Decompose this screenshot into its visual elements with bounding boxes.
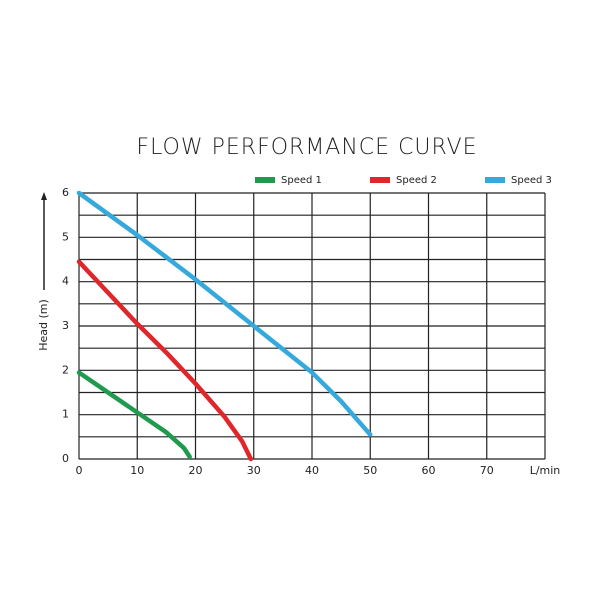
x-tick-label: 40 bbox=[305, 464, 319, 477]
x-tick-label: 0 bbox=[76, 464, 83, 477]
x-tick-label: 20 bbox=[189, 464, 203, 477]
legend-swatch bbox=[370, 177, 390, 183]
y-tick-label: 1 bbox=[62, 408, 69, 421]
legend-label: Speed 3 bbox=[511, 175, 552, 186]
y-arrow-head bbox=[41, 192, 47, 200]
legend-label: Speed 2 bbox=[396, 175, 437, 186]
y-tick-label: 5 bbox=[62, 230, 69, 243]
series-line bbox=[76, 370, 192, 460]
y-tick-label: 6 bbox=[62, 186, 69, 199]
series-line bbox=[76, 190, 373, 437]
x-tick-label: 60 bbox=[422, 464, 436, 477]
x-tick-label: 70 bbox=[480, 464, 494, 477]
x-tick-label: 50 bbox=[363, 464, 377, 477]
chart-title: FLOW PERFORMANCE CURVE bbox=[136, 135, 477, 160]
y-tick-label: 4 bbox=[62, 275, 69, 288]
y-tick-label: 3 bbox=[62, 319, 69, 332]
legend-swatch bbox=[255, 177, 275, 183]
x-axis-label: L/min bbox=[530, 464, 561, 477]
x-tick-label: 10 bbox=[130, 464, 144, 477]
series-line bbox=[76, 259, 254, 462]
legend-swatch bbox=[485, 177, 505, 183]
x-tick-label: 30 bbox=[247, 464, 261, 477]
y-tick-label: 2 bbox=[62, 363, 69, 376]
y-axis-label: Head (m) bbox=[37, 299, 50, 351]
y-tick-label: 0 bbox=[62, 452, 69, 465]
legend-label: Speed 1 bbox=[281, 175, 322, 186]
